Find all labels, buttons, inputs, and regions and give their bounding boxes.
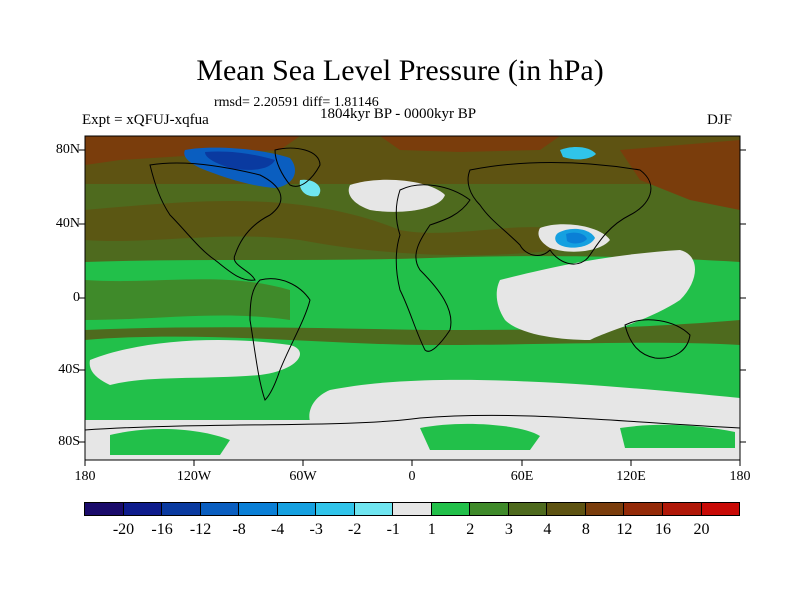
colorbar-tick-label: 20 <box>693 521 710 538</box>
colorbar-swatch <box>276 502 317 516</box>
colorbar-swatch <box>392 502 432 516</box>
lat-ticks <box>79 149 746 443</box>
colorbar-tick-label: 12 <box>616 521 633 538</box>
field-icelow-cyan <box>299 179 321 197</box>
field-spacific-grey <box>89 340 300 385</box>
colorbar-tick-label: 3 <box>504 521 513 538</box>
field-patch-1 <box>110 428 230 455</box>
colorbar-tick-label: 8 <box>581 521 590 538</box>
lat-label: 40N <box>55 216 80 231</box>
colorbar-tick-label: -2 <box>348 521 362 538</box>
colorbar-tick-label: 1 <box>427 521 436 538</box>
colorbar-swatch <box>122 502 163 516</box>
plot-title: Mean Sea Level Pressure (in hPa) <box>196 54 604 87</box>
colorbar-swatch <box>546 502 586 516</box>
colorbar-tick-label: -1 <box>386 521 400 538</box>
lon-label: 180 <box>74 469 96 484</box>
field-patch-3 <box>620 424 735 448</box>
colorbar-tick-label: 16 <box>654 521 671 538</box>
lat-label: 0 <box>73 290 80 305</box>
colorbar <box>84 502 741 516</box>
colorbar-swatch <box>161 502 201 516</box>
experiment-label: Expt = xQFUJ-xqfua <box>82 112 209 128</box>
field-patch-2 <box>420 423 540 450</box>
colorbar-swatch <box>315 502 355 516</box>
colorbar-tick-label: -20 <box>112 521 135 538</box>
lat-label: 40S <box>58 362 80 377</box>
field-tropic-olive <box>85 279 290 320</box>
coastlines <box>85 147 740 431</box>
colorbar-swatch <box>700 502 741 516</box>
lon-label: 120E <box>616 469 646 484</box>
lon-label: 180 <box>729 469 751 484</box>
colorbar-swatch <box>623 502 663 516</box>
lon-label: 60W <box>289 469 317 484</box>
field-indian-grey <box>496 250 695 340</box>
season-label: DJF <box>707 112 733 128</box>
field-tibet-core <box>566 232 587 244</box>
colorbar-swatch <box>507 502 548 516</box>
colorbar-tick-label: -16 <box>151 521 173 538</box>
field-arctic-dark <box>380 136 560 152</box>
colorbar-tick-label: -3 <box>309 521 323 538</box>
lon-label: 60E <box>510 469 534 484</box>
colorbar-swatch <box>353 502 394 516</box>
colorbar-swatch <box>430 502 471 516</box>
field-subtropic-band <box>85 201 560 256</box>
colorbar-tick-label: 2 <box>466 521 475 538</box>
colorbar-swatch <box>199 502 240 516</box>
colorbar-tick-label: -4 <box>270 521 285 538</box>
colorbar-swatch <box>584 502 625 516</box>
field-nepacific-dark <box>620 140 740 210</box>
period-label: 1804kyr BP - 0000kyr BP <box>320 106 477 122</box>
lon-label: 0 <box>408 469 416 484</box>
lon-label: 120W <box>176 469 212 484</box>
lat-label: 80N <box>55 142 80 157</box>
colorbar-labels: -20 -16 -12 -8 -4 -3 -2 -1 1 2 3 4 8 12 16 20 <box>85 522 740 542</box>
field-siberia-cyan <box>560 146 596 160</box>
colorbar-swatch <box>238 502 278 516</box>
lon-ticks <box>84 460 741 466</box>
colorbar-swatch <box>84 502 124 516</box>
lat-label: 80S <box>58 434 80 449</box>
stats-line: rmsd= 2.20591 diff= 1.81146 <box>214 95 379 110</box>
field-atlantic-grey <box>348 179 445 212</box>
colorbar-tick-label: -12 <box>189 521 212 538</box>
field-antarctic-grey <box>85 420 740 460</box>
colorbar-tick-label: -8 <box>232 521 246 538</box>
colorbar-swatch <box>469 502 509 516</box>
field-greenland-deep <box>205 151 275 170</box>
colorbar-tick-label: 4 <box>543 521 552 538</box>
colorbar-swatch <box>661 502 702 516</box>
